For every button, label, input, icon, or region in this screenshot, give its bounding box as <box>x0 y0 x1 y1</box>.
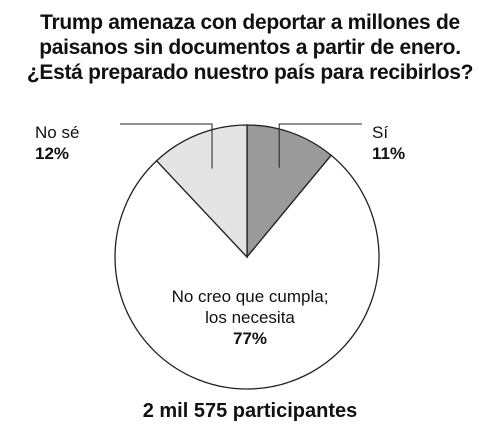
leader-lines <box>120 123 362 169</box>
title-line-1: Trump amenaza con deportar a millones de <box>40 11 460 34</box>
pie-slices <box>114 124 380 390</box>
slice-label-no-se-value: 12% <box>35 144 70 163</box>
slice-label-no-se-name: No sé <box>35 123 80 142</box>
participants-count: 2 mil 575 participantes <box>142 400 358 422</box>
slice-label-no-se: No sé 12% <box>35 122 79 164</box>
title-line-3: ¿Está preparado nuestro país para recibi… <box>26 61 474 84</box>
slice-label-si: Sí 11% <box>372 122 405 164</box>
slice-no-se <box>155 124 248 259</box>
slice-label-no-creo-line-2: los necesita <box>205 308 295 327</box>
slice-label-no-creo-value: 77% <box>232 329 268 348</box>
slice-label-si-name: Sí <box>372 123 389 142</box>
slice-no-creo <box>114 154 380 390</box>
slice-label-no-creo-line-1: No creo que cumpla; <box>171 287 329 306</box>
title-line-2: paisanos sin documentos a partir de ener… <box>39 36 461 59</box>
chart-title: Trump amenaza con deportar a millones de… <box>0 10 500 85</box>
leader-line-si <box>278 123 362 168</box>
slice-label-no-creo: No creo que cumpla; los necesita 77% <box>140 286 360 349</box>
leader-line-no-se <box>120 123 213 169</box>
slice-si <box>246 124 333 259</box>
slice-label-si-value: 11% <box>372 144 406 163</box>
